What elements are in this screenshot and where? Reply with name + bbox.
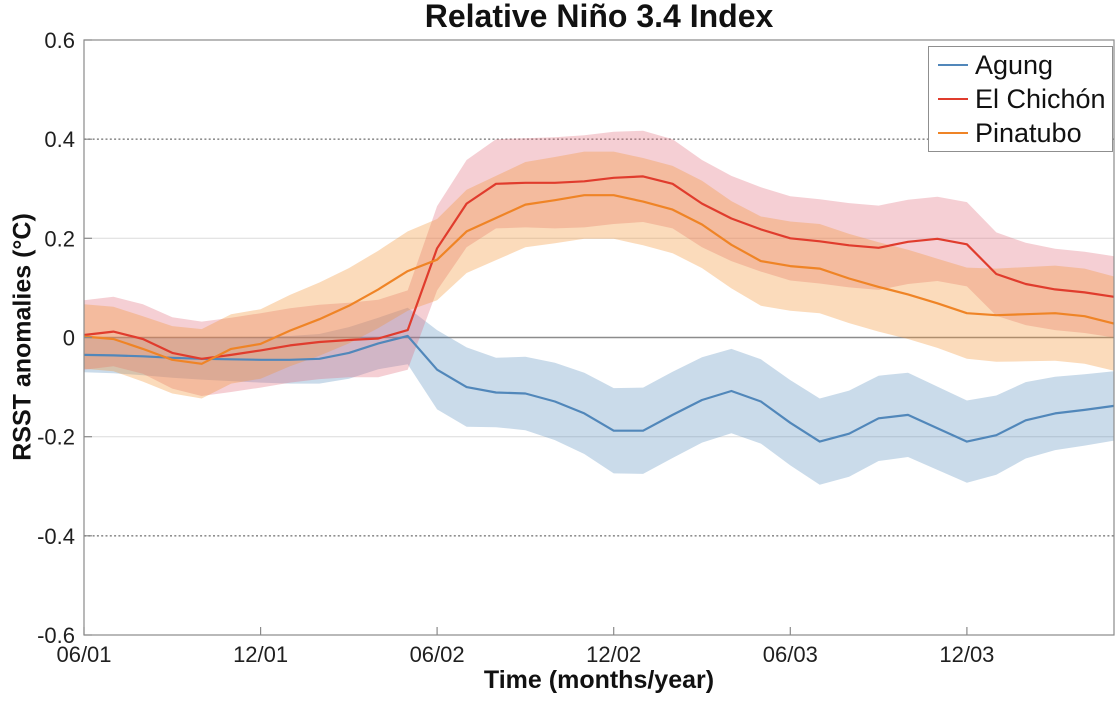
legend-item-agung: Agung [938,48,1112,82]
line-el-chichon [83,175,1115,360]
legend-label: El Chichón [975,83,1106,114]
y-tick-label: 0.6 [44,28,75,53]
line-agung [83,334,1115,443]
x-tick-label: 06/03 [763,642,818,667]
x-tick-label: 06/01 [56,642,111,667]
x-tick-label: 12/01 [233,642,288,667]
legend-box: Agung El Chichón Pinatubo [928,46,1113,152]
chart-title: Relative Niño 3.4 Index [424,0,774,34]
y-tick-label: 0.2 [44,226,75,251]
y-axis-label: RSST anomalies (°C) [8,213,37,461]
band-el-chichon [84,130,1114,396]
y-tick-label: 0 [63,326,75,351]
band-pinatubo [84,151,1114,399]
legend-item-el-chichon: El Chichón [938,82,1112,116]
y-tick-label: -0.4 [37,524,75,549]
legend-line-sample-pinatubo [938,132,968,134]
band-agung [84,307,1114,485]
x-axis-label: Time (months/year) [483,666,715,694]
legend-line-sample-agung [938,64,968,66]
legend-label: Agung [975,49,1054,80]
x-tick-label: 12/03 [939,642,994,667]
legend-label: Pinatubo [975,117,1082,148]
x-tick-label: 06/02 [410,642,465,667]
line-pinatubo [83,194,1115,365]
legend-item-pinatubo: Pinatubo [938,116,1112,150]
y-tick-label: -0.2 [37,425,75,450]
x-tick-label: 12/02 [586,642,641,667]
legend-line-sample-el-chichon [938,98,968,100]
y-tick-label: -0.6 [37,623,75,648]
y-tick-label: 0.4 [44,127,75,152]
